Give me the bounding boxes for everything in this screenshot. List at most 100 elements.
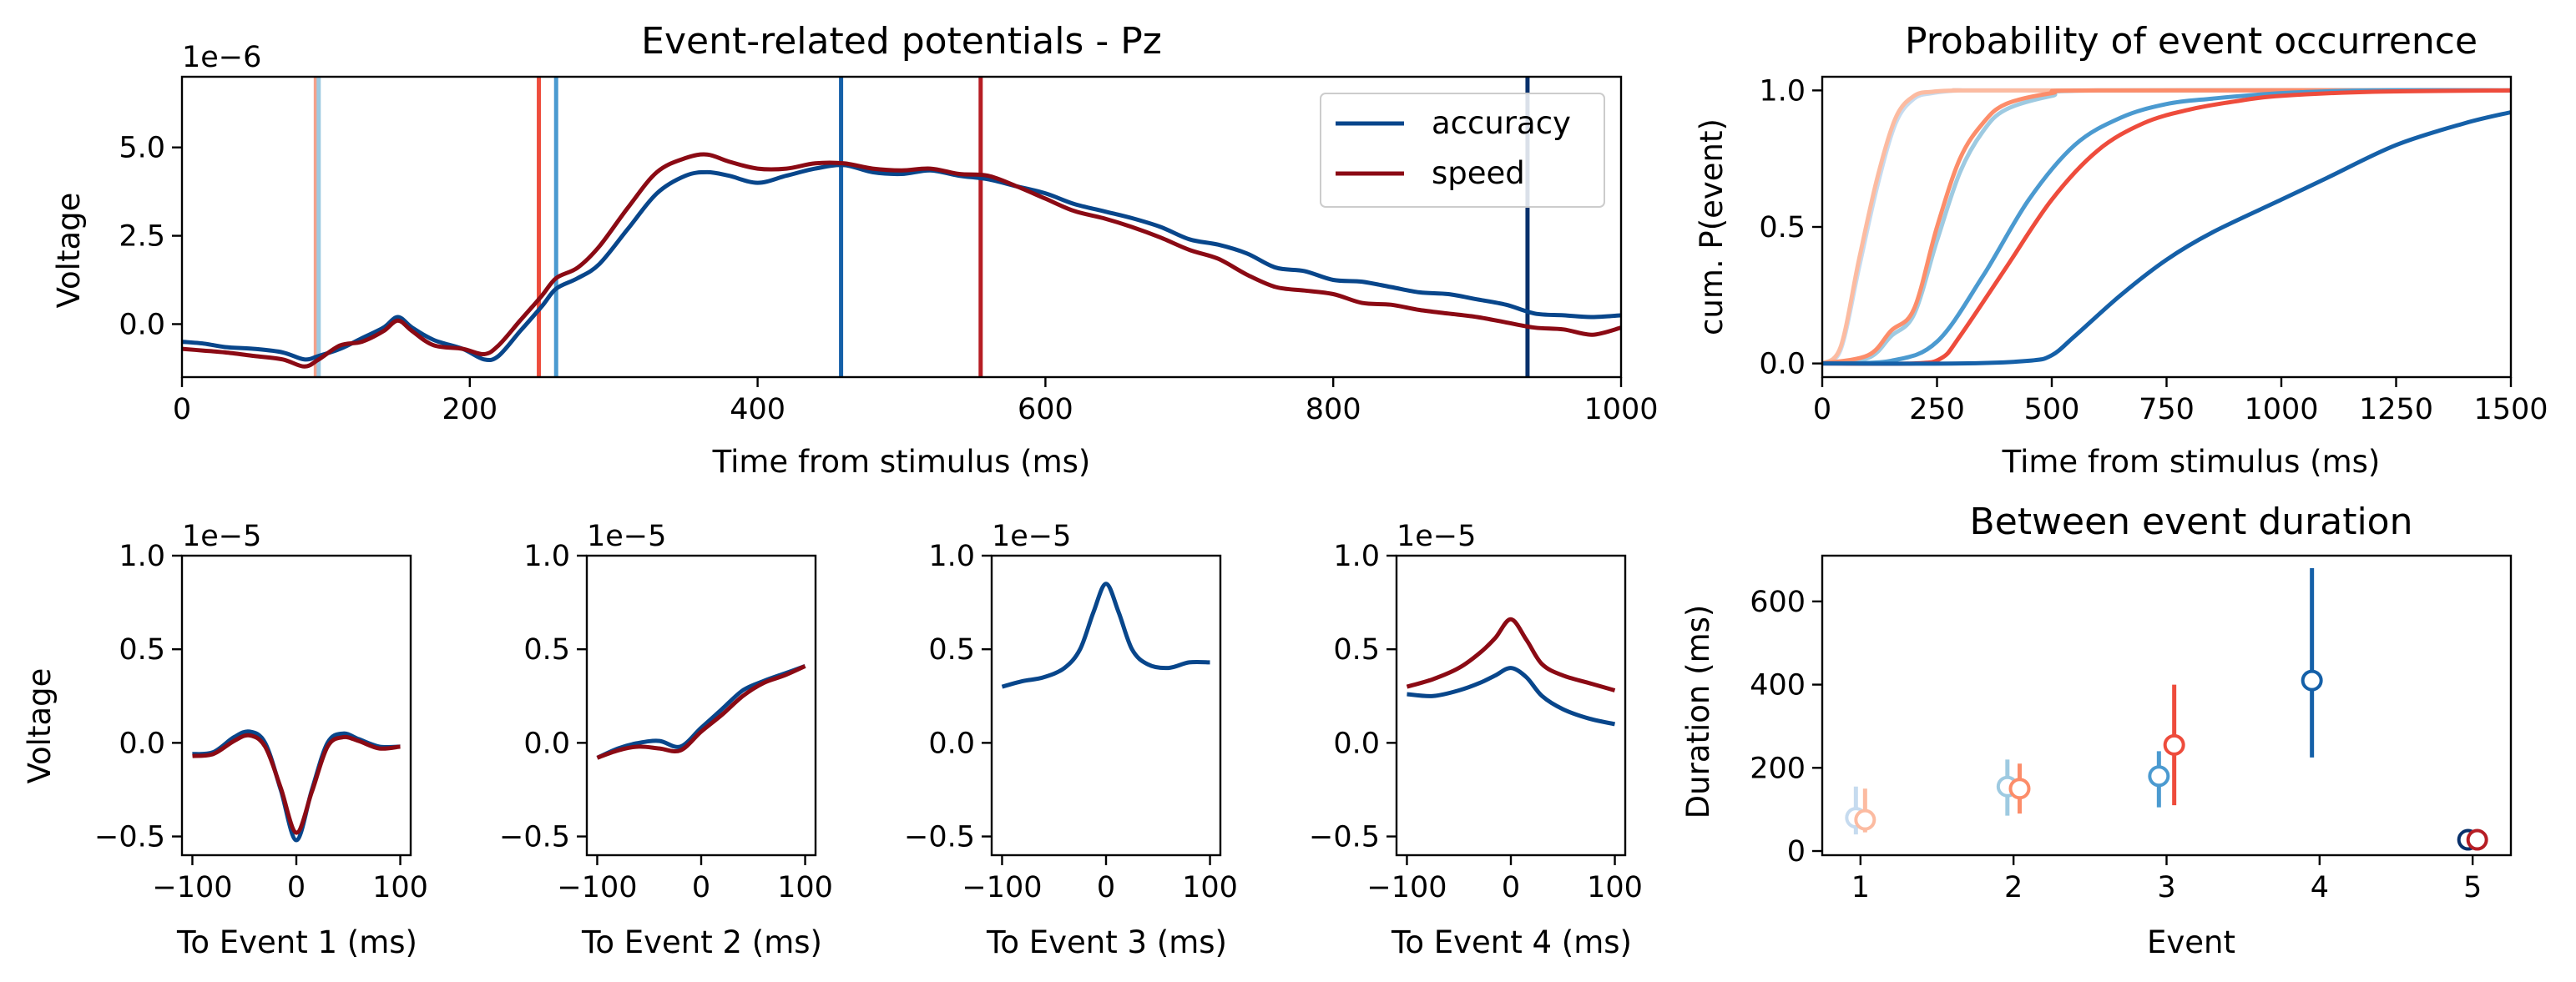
topo4-xtick-label-2: 0 <box>1502 871 1520 904</box>
cdf-series-line-3 <box>1821 88 2512 366</box>
topo4-xtick-label-3: 100 <box>1587 871 1643 904</box>
topo2-plot: −100 0 100 −0.5 0.0 0.5 1.0 <box>499 540 833 904</box>
topo2-ytick-label-2: 0.0 <box>523 727 570 760</box>
topo1-ytick-label-1: −0.5 <box>94 821 165 854</box>
topo3-ytick-label-3: 0.5 <box>928 633 975 667</box>
topo2-xlabel: To Event 2 (ms) <box>581 924 822 960</box>
duration-xtick-label-4: 4 <box>2311 871 2329 904</box>
legend-speed-label: speed <box>1432 155 1525 191</box>
erp-xtick-label-5: 800 <box>1306 393 1361 426</box>
topo2-xtick-label-3: 100 <box>777 871 833 904</box>
topo3-plot: −100 0 100 −0.5 0.0 0.5 1.0 <box>904 540 1238 904</box>
legend-accuracy-label: accuracy <box>1432 105 1571 141</box>
topo2-ytick-label-3: 0.5 <box>523 633 570 667</box>
duration-axes-frame <box>1821 554 2513 857</box>
topo1-ylabel: Voltage <box>22 668 58 784</box>
topo1-ytick-label-3: 0.5 <box>119 633 165 667</box>
topo2-ytick-label-4: 1.0 <box>523 540 570 573</box>
topo4-ytick-label-4: 1.0 <box>1333 540 1380 573</box>
erp-series-speed <box>181 152 1622 369</box>
duration-point-7 <box>2301 669 2323 692</box>
topo1-xtick-label-2: 0 <box>287 871 306 904</box>
topo2-ytick-label-1: −0.5 <box>499 821 570 854</box>
cdf-xtick-label-7: 1500 <box>2473 393 2548 426</box>
cdf-ytick-label-2: 0.5 <box>1759 211 1806 244</box>
erp-axes-frame <box>180 75 1623 379</box>
topo3-axes-frame <box>990 554 1222 857</box>
duration-ytick-label-4: 600 <box>1750 586 1806 619</box>
erp-series-accuracy <box>181 163 1622 363</box>
topo4-axes-frame <box>1395 554 1627 857</box>
duration-plot: 1 2 3 4 5 0 200 400 600 <box>1750 554 2513 904</box>
topo3-xtick-label-1: −100 <box>962 871 1042 904</box>
topo1-xtick-label-1: −100 <box>152 871 232 904</box>
erp-ytick-label-3: 5.0 <box>119 132 165 165</box>
cdf-xtick-label-2: 250 <box>1909 393 1965 426</box>
topo3-offset-text: 1e−5 <box>992 520 1071 553</box>
cdf-xlabel: Time from stimulus (ms) <box>2002 444 2381 480</box>
cdf-series-line-2 <box>1821 88 2511 365</box>
duration-ytick-label-3: 400 <box>1750 669 1806 703</box>
topo4-plot: −100 0 100 −0.5 0.0 0.5 1.0 <box>1309 540 1643 904</box>
topo3-xtick-label-3: 100 <box>1182 871 1238 904</box>
erp-offset-text: 1e−6 <box>182 41 261 74</box>
erp-plot: 0 200 400 600 800 1000 0.0 2.5 5.0 <box>119 75 1659 426</box>
topo2-series-speed <box>596 664 806 760</box>
topo2-offset-text: 1e−5 <box>587 520 666 553</box>
topo1-xlabel: To Event 1 (ms) <box>176 924 417 960</box>
topo4-ytick-label-2: 0.0 <box>1333 727 1380 760</box>
erp-xtick-label-1: 0 <box>173 393 191 426</box>
erp-xlabel: Time from stimulus (ms) <box>712 444 1091 480</box>
cdf-ytick-label-3: 1.0 <box>1759 74 1806 108</box>
topo3-series-accuracy <box>1001 582 1210 689</box>
cdf-ylabel: cum. P(event) <box>1694 118 1730 335</box>
erp-xtick-label-2: 200 <box>442 393 498 426</box>
topo1-plot: −100 0 100 −0.5 0.0 0.5 1.0 <box>94 540 428 904</box>
duration-point-6 <box>2163 733 2185 756</box>
erp-xtick-label-3: 400 <box>730 393 785 426</box>
duration-xtick-label-2: 2 <box>2004 871 2023 904</box>
duration-ytick-label-1: 0 <box>1787 835 1806 869</box>
topo2-axes-frame <box>585 554 817 857</box>
cdf-xtick-label-3: 500 <box>2024 393 2080 426</box>
duration-xlabel: Event <box>2147 924 2235 960</box>
topo1-offset-text: 1e−5 <box>182 520 261 553</box>
topo4-series-accuracy <box>1407 666 1616 727</box>
erp-ytick-label-1: 0.0 <box>119 308 165 341</box>
topo3-xtick-label-2: 0 <box>1097 871 1115 904</box>
duration-xtick-label-3: 3 <box>2157 871 2175 904</box>
duration-ylabel: Duration (ms) <box>1680 605 1716 819</box>
topo4-series-speed <box>1406 617 1616 692</box>
duration-point-4 <box>2008 778 2031 800</box>
topo1-ytick-label-4: 1.0 <box>119 540 165 573</box>
topo1-ytick-label-2: 0.0 <box>119 727 165 760</box>
topo4-ytick-label-1: −0.5 <box>1309 821 1380 854</box>
topo1-axes-frame <box>180 554 412 857</box>
cdf-xtick-label-1: 0 <box>1813 393 1831 426</box>
duration-ytick-label-2: 200 <box>1750 752 1806 785</box>
topo3-ytick-label-4: 1.0 <box>928 540 975 573</box>
duration-xtick-label-5: 5 <box>2463 871 2482 904</box>
topo3-ytick-label-2: 0.0 <box>928 727 975 760</box>
cdf-xtick-label-5: 1000 <box>2244 393 2318 426</box>
topo2-xtick-label-2: 0 <box>692 871 710 904</box>
cdf-series-line-6 <box>1821 88 2512 366</box>
topo4-ytick-label-3: 0.5 <box>1333 633 1380 667</box>
topo3-ytick-label-1: −0.5 <box>904 821 975 854</box>
duration-xtick-label-1: 1 <box>1851 871 1870 904</box>
cdf-ytick-label-1: 0.0 <box>1759 348 1806 381</box>
cdf-title: Probability of event occurrence <box>1905 20 2478 63</box>
erp-title: Event-related potentials - Pz <box>641 20 1162 63</box>
topo4-offset-text: 1e−5 <box>1397 520 1476 553</box>
cdf-series-line-1 <box>1821 88 2511 365</box>
topo4-xtick-label-1: −100 <box>1366 871 1447 904</box>
erp-ytick-label-2: 2.5 <box>119 220 165 254</box>
erp-xtick-label-6: 1000 <box>1583 393 1658 426</box>
duration-title: Between event duration <box>1970 501 2413 543</box>
cdf-xtick-label-6: 1250 <box>2359 393 2433 426</box>
duration-point-9 <box>2466 828 2488 851</box>
duration-point-5 <box>2148 765 2170 788</box>
erp-ylabel: Voltage <box>51 193 87 309</box>
erp-legend: accuracy speed <box>1320 93 1605 208</box>
